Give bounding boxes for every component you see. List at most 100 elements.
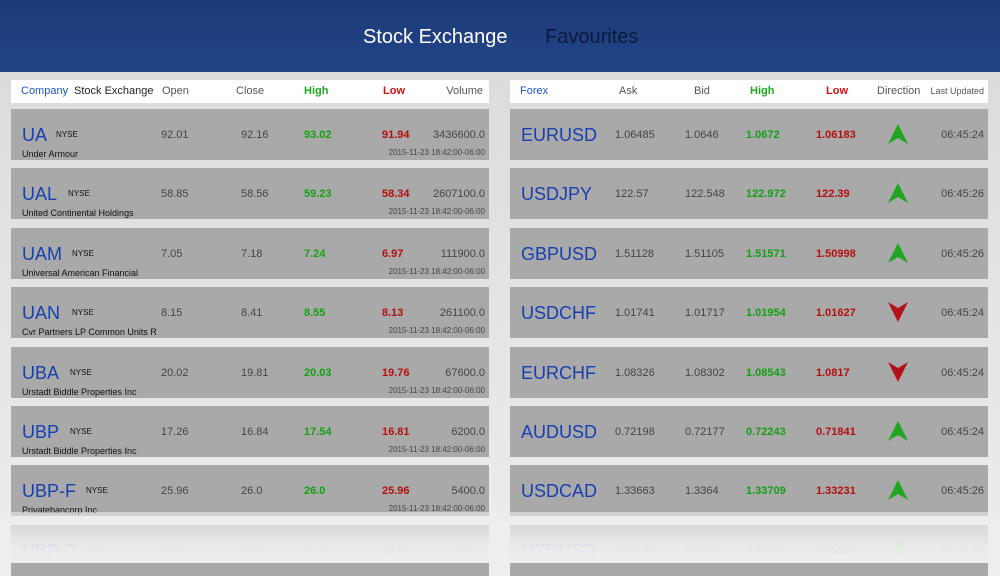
tab-favourites[interactable]: Favourites (545, 26, 639, 48)
direction-column-header[interactable]: Direction (877, 85, 921, 97)
high-value: 1.33709 (746, 485, 786, 498)
close-value: 92.16 (241, 129, 269, 141)
forex-row[interactable]: NZDUSD 0.65148 0.65119 0.65385 0.65037 06:45:… (510, 524, 988, 576)
low-value: 1.0817 (816, 366, 850, 379)
high-value: 93.02 (304, 129, 332, 141)
open-value: 7.05 (161, 247, 183, 260)
close-value: 19.81 (241, 366, 269, 379)
currency-pair: AUDUSD (521, 422, 598, 442)
company-name: Urstadt Biddle Properties Inc (22, 446, 137, 456)
last-updated-time: 06:45:26 (941, 247, 984, 260)
low-value: 58.34 (382, 188, 410, 201)
stock-row[interactable]: UBP-G NYSE 25.8 25.8 25.8 25.8 600.0 (11, 524, 489, 576)
last-updated-column-header[interactable]: Last Updated (930, 86, 984, 96)
company-name: Urstadt Biddle Properties Inc (22, 386, 137, 397)
high-value: 1.08543 (746, 366, 786, 379)
company-name: Cvr Partners LP Common Units R (22, 327, 157, 338)
currency-pair: NZDUSD (521, 540, 596, 561)
forex-row[interactable]: USDCAD 1.33663 1.3364 1.33709 1.33231 06:45:2… (510, 465, 988, 517)
close-value: 7.18 (241, 247, 263, 260)
top-navigation-bar: Stock Exchange Favourites (0, 0, 1000, 72)
forex-row[interactable]: EURUSD 1.06485 1.0646 1.0672 1.06183 06:45:24 (510, 109, 988, 160)
forex-panel: Forex Ask Bid High Low Direction Last Up… (510, 80, 988, 576)
bid-value: 0.72177 (685, 426, 725, 438)
high-column-header[interactable]: High (304, 85, 329, 97)
volume-value: 600.0 (457, 544, 485, 557)
low-value: 1.01627 (816, 307, 856, 320)
high-column-header[interactable]: High (750, 85, 775, 97)
currency-pair: USDCAD (521, 481, 598, 502)
stock-row[interactable]: UAM NYSE Universal American Financial 7.05 7… (11, 227, 489, 279)
open-value: 17.26 (161, 426, 189, 438)
stock-exchange-label: NYSE (68, 189, 90, 199)
forex-column-header[interactable]: Forex (520, 85, 549, 97)
forex-header-row: Forex Ask Bid High Low Direction Last Up… (510, 80, 988, 103)
stock-exchange-label: NYSE (70, 367, 92, 377)
stock-exchange-label: NYSE (72, 308, 94, 318)
low-value: 25.8 (382, 544, 404, 557)
ask-value: 0.72198 (615, 426, 655, 438)
volume-column-header[interactable]: Volume (446, 85, 483, 97)
ask-column-header[interactable]: Ask (619, 85, 638, 97)
volume-value: 2607100.0 (433, 188, 485, 201)
volume-value: 67600.0 (445, 366, 485, 379)
stock-exchange-label: NYSE (86, 545, 108, 555)
forex-row[interactable]: EURCHF 1.08326 1.08302 1.08543 1.0817 06:45:2… (510, 346, 988, 398)
close-column-header[interactable]: Close (236, 85, 265, 97)
tab-stock-exchange[interactable]: Stock Exchange (363, 26, 508, 48)
high-value: 20.03 (304, 366, 332, 379)
stock-symbol: UAN (22, 303, 61, 324)
timestamp: 2015-11-23 18:42:00-06:00 (388, 326, 485, 336)
last-updated-time: 06:45:24 (941, 426, 984, 438)
timestamp: 2015-11-23 18:42:00-06:00 (388, 207, 485, 217)
timestamp: 2015-11-23 18:42:00-06:00 (388, 148, 485, 157)
high-value: 25.8 (304, 544, 326, 557)
timestamp: 2015-11-23 18:42:00-06:00 (388, 266, 485, 276)
forex-row[interactable]: GBPUSD 1.51128 1.51105 1.51571 1.50998 06:45:… (510, 227, 988, 279)
stock-symbol: UA (22, 125, 48, 145)
close-value: 8.41 (241, 307, 263, 320)
low-value: 0.71841 (816, 426, 856, 438)
bid-value: 1.3364 (685, 485, 719, 498)
stock-row[interactable]: UAL NYSE United Continental Holdings 58.85 5… (11, 168, 489, 220)
forex-row[interactable]: USDJPY 122.57 122.548 122.972 122.39 06:45:26 (510, 168, 988, 220)
stock-row[interactable]: UA NYSE Under Armour 92.01 92.16 93.02 91.94 34… (11, 109, 489, 160)
bid-column-header[interactable]: Bid (694, 85, 710, 97)
forex-row[interactable]: USDCHF 1.01741 1.01717 1.01954 1.01627 06:45:… (510, 287, 988, 339)
stock-row[interactable]: UBP NYSE Urstadt Biddle Properties Inc 17.2… (11, 406, 489, 457)
stock-row[interactable]: UBP-F NYSE Privatebancorp Inc 25.96 26.0 26.0… (11, 465, 489, 517)
high-value: 7.24 (304, 247, 326, 260)
timestamp: 2015-11-23 18:42:00-06:00 (388, 445, 485, 454)
currency-pair: EURUSD (521, 125, 598, 145)
stock-symbol: UAL (22, 184, 58, 205)
low-column-header[interactable]: Low (826, 85, 848, 97)
stock-symbol: UAM (22, 243, 62, 264)
high-value: 1.51571 (746, 247, 786, 260)
high-value: 122.972 (746, 188, 786, 201)
close-value: 16.84 (241, 426, 269, 438)
up-arrow-icon (888, 183, 908, 204)
forex-row[interactable]: AUDUSD 0.72198 0.72177 0.72243 0.71841 06:45:… (510, 406, 988, 457)
last-updated-time: 06:45:26 (941, 188, 984, 201)
stock-row[interactable]: UBA NYSE Urstadt Biddle Properties Inc 20.0… (11, 346, 489, 398)
bid-value: 1.0646 (685, 129, 719, 141)
open-value: 92.01 (161, 129, 189, 141)
stock-exchange-label: NYSE (70, 427, 92, 436)
company-name: Privatebancorp Inc (22, 505, 98, 516)
open-column-header[interactable]: Open (162, 85, 189, 97)
low-value: 1.50998 (816, 247, 856, 260)
volume-value: 111900.0 (440, 247, 485, 260)
currency-pair: USDCHF (521, 303, 596, 324)
low-column-header[interactable]: Low (383, 85, 405, 97)
open-value: 20.02 (161, 366, 189, 379)
stock-row[interactable]: UAN NYSE Cvr Partners LP Common Units R 8.1… (11, 287, 489, 339)
company-column-header[interactable]: Company (21, 85, 69, 97)
bid-value: 1.08302 (685, 366, 725, 379)
stock-exchange-label: NYSE (86, 486, 108, 496)
low-value: 16.81 (382, 426, 410, 438)
last-updated-time: 06:45:24 (941, 366, 984, 379)
stock-exchange-label: NYSE (56, 130, 78, 139)
low-value: 0.65037 (816, 544, 856, 557)
low-value: 6.97 (382, 247, 404, 260)
stock-exchange-column-header[interactable]: Stock Exchange (74, 85, 154, 97)
